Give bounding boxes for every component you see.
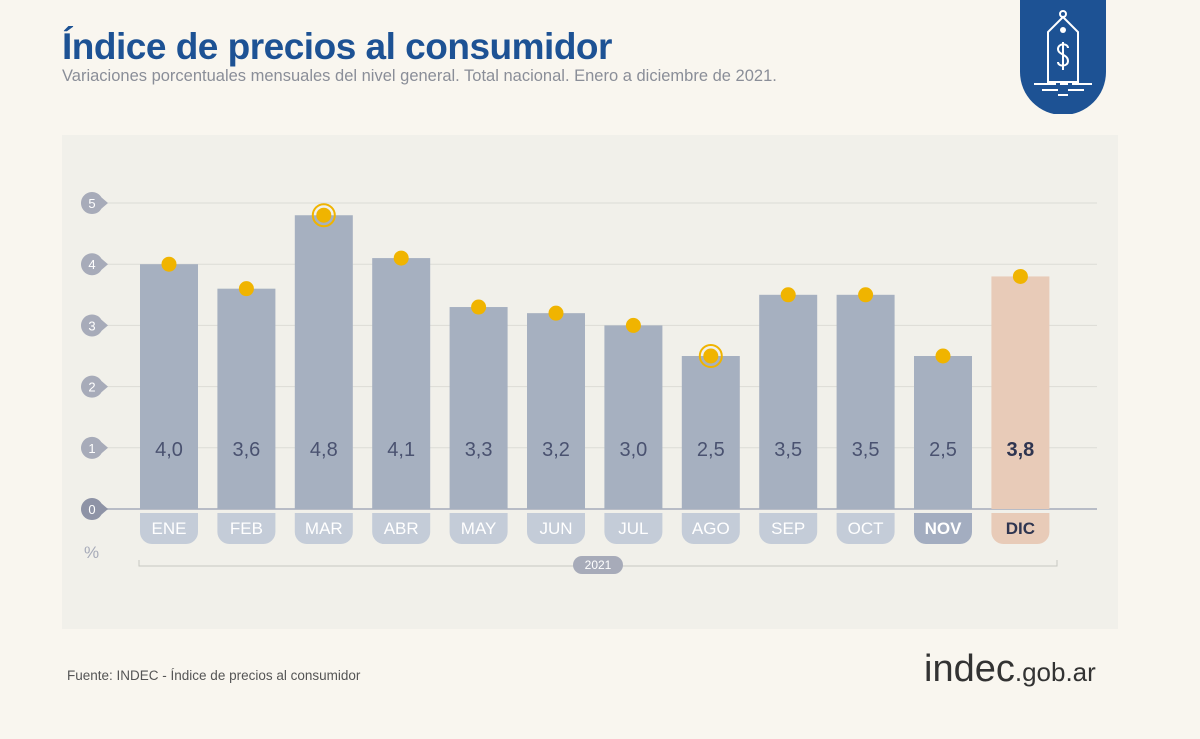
y-tick-marker [81, 498, 108, 521]
x-tick-label: SEP [771, 519, 805, 538]
peak-ring [698, 344, 723, 368]
y-tick-label: 3 [88, 318, 95, 333]
bar-ene [140, 264, 198, 509]
data-label: 3,5 [774, 439, 802, 461]
data-label: 3,5 [852, 439, 880, 461]
bar-may [449, 307, 508, 509]
category-tab [991, 513, 1050, 544]
y-tick-marker [81, 314, 108, 337]
category-tab [836, 513, 895, 544]
data-label: 3,2 [542, 439, 570, 461]
value-marker [316, 207, 332, 223]
data-label: 3,8 [1006, 439, 1034, 461]
y-tick-marker [81, 253, 108, 276]
x-tick-label: JUL [618, 519, 648, 538]
bar-ago [681, 356, 740, 509]
data-label: 3,0 [619, 439, 647, 461]
x-tick-label: ENE [152, 519, 187, 538]
value-marker [548, 305, 564, 321]
category-tab [914, 513, 972, 544]
value-marker [780, 287, 796, 303]
source-note: Fuente: INDEC - Índice de precios al con… [67, 668, 361, 683]
y-axis-unit: % [84, 543, 99, 562]
x-tick-label: FEB [230, 519, 263, 538]
value-marker [703, 348, 719, 364]
value-marker [471, 299, 487, 315]
bar-mar [294, 215, 353, 510]
bar-dic [991, 276, 1050, 509]
x-tick-label: MAY [461, 519, 497, 538]
x-tick-label: AGO [692, 519, 730, 538]
bar-nov [914, 356, 972, 509]
bar-sep [759, 294, 818, 509]
bar-jul [604, 325, 663, 509]
value-marker [625, 317, 641, 333]
year-label: 2021 [585, 558, 612, 572]
y-tick-label: 4 [88, 257, 95, 272]
x-tick-label: NOV [925, 519, 963, 538]
bar-oct [836, 294, 895, 509]
category-tab [604, 513, 663, 544]
category-tab [681, 513, 740, 544]
value-marker [161, 256, 177, 272]
data-label: 3,6 [232, 439, 260, 461]
data-label: 4,0 [155, 439, 183, 461]
price-tag-dollar-icon [1020, 0, 1106, 114]
bar-abr [372, 258, 431, 509]
page-subtitle: Variaciones porcentuales mensuales del n… [62, 67, 777, 85]
data-label: 4,8 [310, 439, 338, 461]
data-label: 2,5 [697, 439, 725, 461]
data-label: 4,1 [387, 439, 415, 461]
bar-feb [217, 288, 276, 509]
data-label: 3,3 [465, 439, 493, 461]
category-tab [294, 513, 353, 544]
value-marker [393, 250, 409, 266]
category-tab [140, 513, 198, 544]
value-marker [238, 281, 254, 297]
value-marker [935, 348, 951, 364]
bar-jun [527, 313, 585, 509]
y-tick-marker [81, 192, 108, 215]
x-tick-label: JUN [539, 519, 572, 538]
year-pill [573, 556, 623, 574]
category-tab [217, 513, 276, 544]
category-tab [449, 513, 508, 544]
category-tab [759, 513, 818, 544]
data-label: 2,5 [929, 439, 957, 461]
x-tick-label: ABR [384, 519, 419, 538]
x-tick-label: DIC [1006, 519, 1035, 538]
y-tick-label: 1 [88, 441, 95, 456]
value-marker [858, 287, 874, 303]
peak-ring [311, 203, 336, 228]
category-tab [527, 513, 585, 544]
page-title: Índice de precios al consumidor [62, 26, 612, 67]
category-tab [372, 513, 431, 544]
value-marker [1012, 268, 1028, 284]
y-tick-label: 5 [88, 196, 95, 211]
y-tick-marker [81, 375, 108, 398]
x-tick-label: OCT [848, 519, 884, 538]
y-tick-label: 2 [88, 380, 95, 395]
indec-logo[interactable]: indec.gob.ar [924, 648, 1096, 690]
y-tick-marker [81, 436, 108, 459]
x-tick-label: MAR [305, 519, 343, 538]
y-tick-label: 0 [88, 502, 95, 517]
